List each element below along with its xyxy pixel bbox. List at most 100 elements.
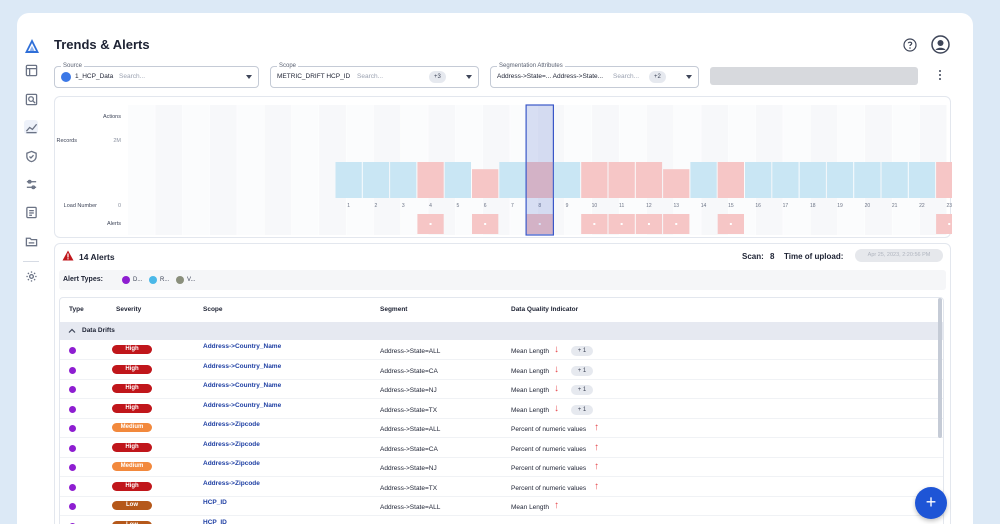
chart-grid-column: [209, 105, 237, 235]
column-header-type[interactable]: Type: [69, 306, 84, 313]
chart-bar[interactable]: [417, 162, 444, 198]
chart-bar[interactable]: [745, 162, 772, 198]
column-header-severity[interactable]: Severity: [116, 306, 142, 313]
sliders-icon[interactable]: [24, 177, 38, 191]
shield-icon[interactable]: [24, 149, 38, 163]
scope-link[interactable]: HCP_ID: [203, 518, 227, 524]
chart-bar[interactable]: [581, 162, 608, 198]
table-row[interactable]: High Address->Zipcode Address->State=TX Per…: [60, 478, 943, 497]
more-indicators-chip[interactable]: + 1: [571, 404, 593, 415]
search-report-icon[interactable]: [24, 92, 38, 106]
group-row-data-drifts[interactable]: Data Drifts: [60, 322, 943, 340]
dqi-cell: Percent of numeric values: [511, 465, 587, 472]
table-row[interactable]: High Address->Country_Name Address->State=…: [60, 341, 943, 360]
table-icon[interactable]: [24, 63, 38, 77]
scope-link[interactable]: Address->Country_Name: [203, 382, 282, 389]
chart-bar[interactable]: [335, 162, 362, 198]
alert-type-label[interactable]: D...: [133, 277, 143, 283]
table-row[interactable]: High Address->Zipcode Address->State=CA Per…: [60, 439, 943, 458]
chevron-down-icon[interactable]: [246, 75, 252, 79]
alert-marker[interactable]: [936, 214, 952, 234]
add-fab-button[interactable]: +: [915, 487, 947, 519]
scope-link[interactable]: Address->Zipcode: [203, 440, 260, 448]
chart-bar[interactable]: [472, 169, 499, 198]
chart-bar[interactable]: [444, 162, 471, 198]
chart-bar[interactable]: [499, 162, 526, 198]
chart-bar[interactable]: [690, 162, 717, 198]
load-number-tick: 8: [538, 203, 541, 209]
selected-load-highlight[interactable]: [525, 104, 555, 236]
settings-gear-icon[interactable]: [24, 269, 38, 283]
more-indicators-chip[interactable]: + 1: [571, 385, 593, 395]
chart-bar[interactable]: [908, 162, 936, 198]
alert-type-dot[interactable]: [149, 276, 157, 284]
scope-link[interactable]: Address->Country_Name: [203, 343, 282, 350]
chart-bar[interactable]: [635, 162, 663, 198]
scope-link[interactable]: Address->Country_Name: [203, 401, 282, 409]
chart-bar[interactable]: [799, 162, 826, 198]
alert-type-label[interactable]: R...: [160, 277, 170, 283]
chart-bar[interactable]: [772, 162, 799, 198]
alert-type-label[interactable]: V...: [187, 277, 196, 283]
more-indicators-chip[interactable]: + 1: [571, 346, 593, 356]
column-header-scope[interactable]: Scope: [203, 306, 223, 313]
segmentation-search-placeholder[interactable]: Search...: [613, 73, 640, 80]
chart-bar[interactable]: [717, 162, 744, 198]
column-header-segment[interactable]: Segment: [380, 306, 408, 313]
user-avatar-icon[interactable]: [931, 35, 950, 54]
scope-link[interactable]: Address->Zipcode: [203, 421, 260, 428]
chart-bar[interactable]: [362, 162, 390, 198]
folder-icon[interactable]: [24, 234, 38, 248]
help-icon[interactable]: [902, 37, 918, 53]
more-indicators-chip[interactable]: + 1: [571, 365, 593, 376]
scope-link[interactable]: Address->Zipcode: [203, 479, 260, 487]
table-row[interactable]: Low HCP_ID Address->State=ALL Mean Length ↑: [60, 497, 943, 516]
chevron-down-icon[interactable]: [686, 75, 692, 79]
severity-badge: High: [112, 345, 152, 354]
chart-bar[interactable]: [390, 162, 417, 198]
chart-bar[interactable]: [936, 162, 952, 198]
chevron-down-icon[interactable]: [466, 75, 472, 79]
chart-bar[interactable]: [663, 169, 690, 198]
scope-select[interactable]: Scope METRIC_DRIFT HCP_ID Search... +3: [270, 62, 479, 88]
scope-link[interactable]: HCP_ID: [203, 499, 227, 506]
table-scrollbar[interactable]: [938, 298, 942, 438]
load-number-tick: 2: [375, 203, 378, 209]
chart-bar[interactable]: [608, 162, 635, 198]
alert-type-dot[interactable]: [176, 276, 184, 284]
segmentation-more-chip[interactable]: +2: [649, 71, 666, 83]
report-icon[interactable]: [24, 205, 38, 219]
row-label-load-number: Load Number: [64, 203, 97, 209]
source-select[interactable]: Source 1_HCP_Data Search...: [54, 62, 259, 88]
app-logo-icon[interactable]: [24, 38, 40, 54]
alert-type-dot: [69, 483, 76, 491]
arrow-down-icon: ↓: [554, 363, 559, 375]
severity-badge: Low: [112, 501, 152, 510]
table-row[interactable]: Medium Address->Zipcode Address->State=ALL…: [60, 419, 943, 438]
table-row[interactable]: Medium Address->Zipcode Address->State=NJ P…: [60, 458, 943, 477]
upload-time-value: Apr 25, 2023, 2:20:56 PM: [855, 249, 943, 262]
table-row[interactable]: High Address->Country_Name Address->State=…: [60, 361, 943, 380]
alert-type-dot[interactable]: [122, 276, 130, 284]
table-row[interactable]: High Address->Country_Name Address->State=…: [60, 400, 943, 419]
table-row[interactable]: High Address->Country_Name Address->State=…: [60, 380, 943, 399]
scope-more-chip[interactable]: +3: [429, 71, 446, 83]
source-search-placeholder[interactable]: Search...: [119, 73, 146, 80]
chart-bar[interactable]: [881, 162, 908, 198]
chevron-up-icon[interactable]: [68, 327, 76, 335]
chart-bar[interactable]: [553, 162, 581, 198]
trends-icon[interactable]: [24, 120, 38, 134]
alert-types-label: Alert Types:: [63, 276, 103, 283]
chart-bar[interactable]: [526, 162, 553, 198]
segmentation-select[interactable]: Segmentation Attributes Address->State=.…: [490, 62, 699, 88]
scope-link[interactable]: Address->Country_Name: [203, 362, 282, 370]
scope-search-placeholder[interactable]: Search...: [357, 73, 384, 80]
more-options-icon[interactable]: [936, 69, 944, 81]
table-row[interactable]: Low HCP_ID: [60, 517, 943, 524]
chart-bar[interactable]: [854, 162, 881, 198]
chart-bar[interactable]: [826, 162, 854, 198]
scope-link[interactable]: Address->Zipcode: [203, 460, 260, 467]
column-header-dqi[interactable]: Data Quality Indicator: [511, 306, 579, 313]
chart-grid-column: [128, 105, 155, 235]
